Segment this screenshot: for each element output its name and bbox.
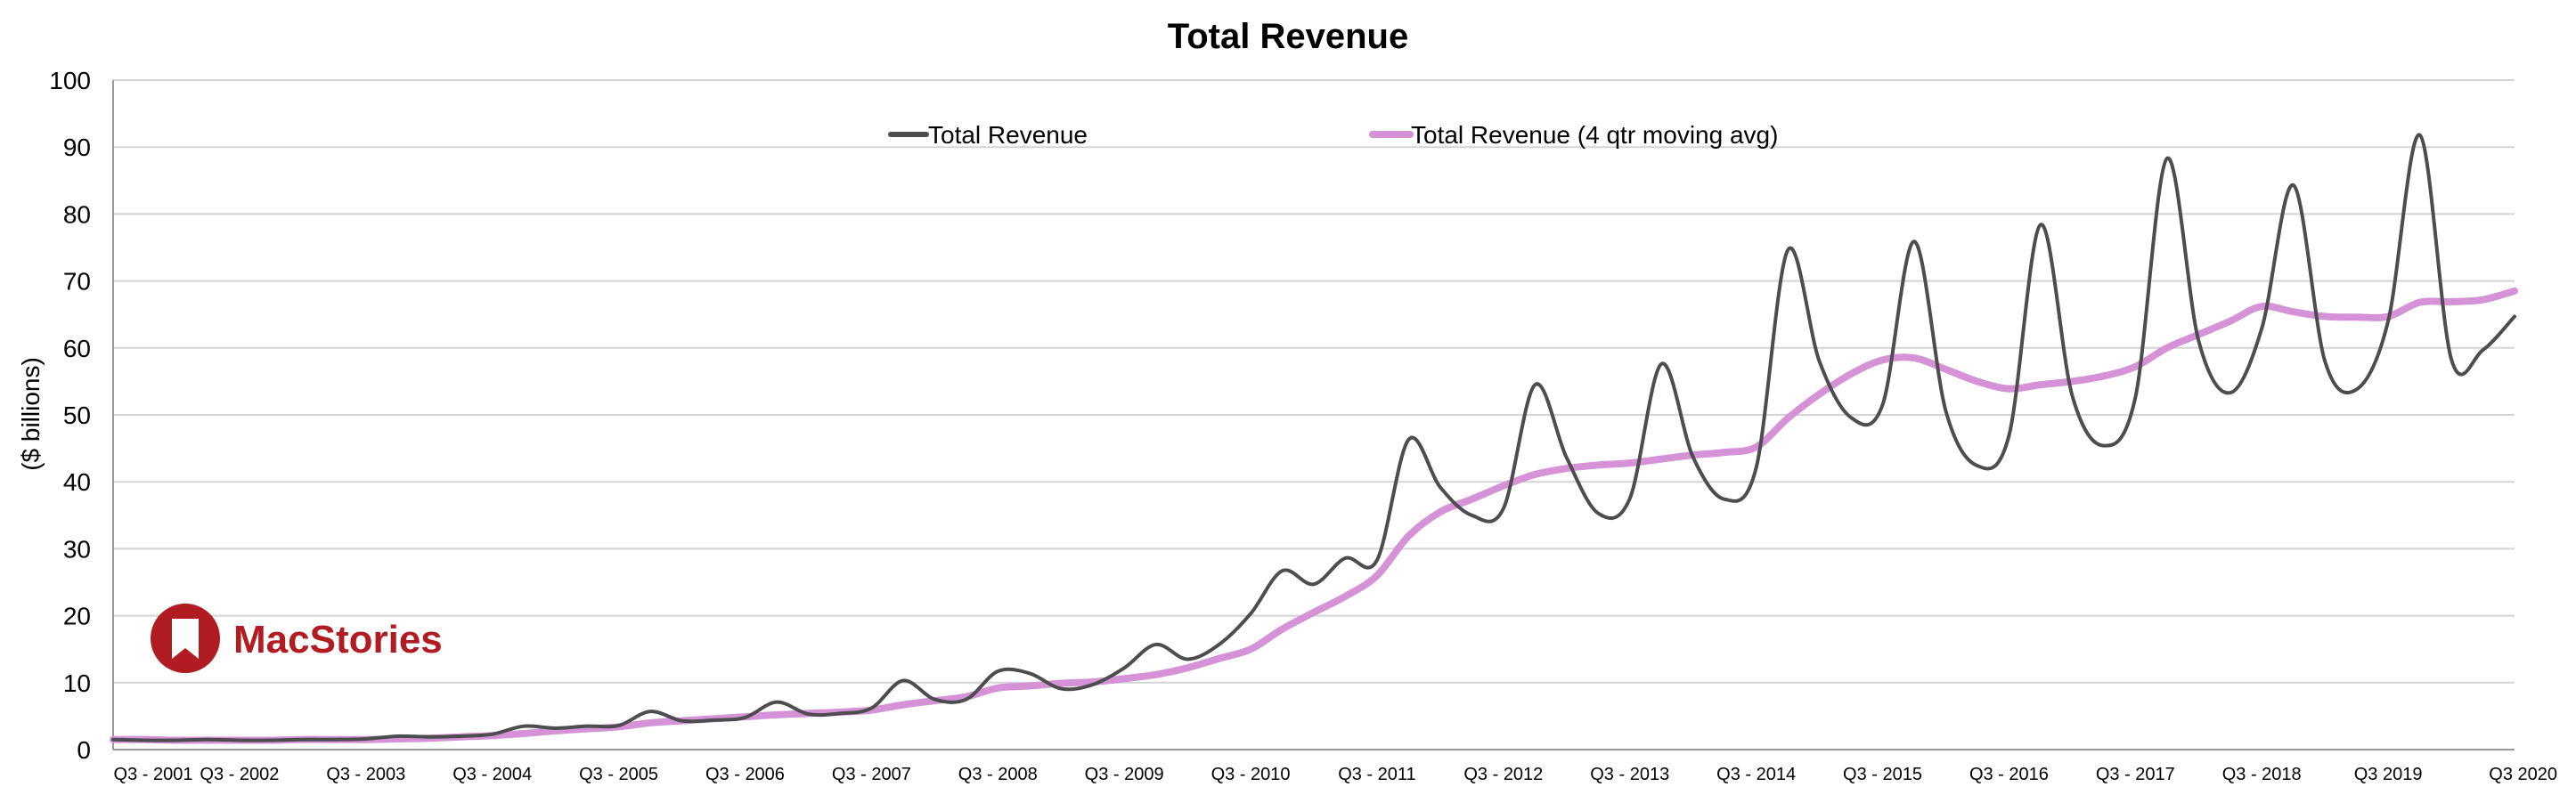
x-tick-label: Q3 - 2006 [705,765,785,784]
x-tick-label: Q3 - 2012 [1463,765,1543,784]
y-axis-label: ($ billions) [17,357,45,471]
x-tick-label: Q3 - 2008 [958,765,1038,784]
y-tick-label: 100 [49,67,91,94]
x-tick-label: Q3 2020 [2489,765,2557,784]
chart-title: Total Revenue [1168,17,1408,56]
logo-text: MacStories [233,618,443,661]
legend-label-moving-avg: Total Revenue (4 qtr moving avg) [1411,121,1778,149]
y-tick-label: 70 [63,268,91,296]
x-tick-label: Q3 - 2003 [326,765,405,784]
x-tick-label: Q3 - 2009 [1085,765,1164,784]
macstories-logo: MacStories [151,604,443,673]
legend-label-total-revenue: Total Revenue [928,121,1088,149]
y-tick-labels: 0 10 20 30 40 50 60 70 80 90 100 [49,67,91,764]
x-tick-label: Q3 - 2004 [452,765,532,784]
x-tick-label: Q3 - 2015 [1843,765,1922,784]
x-tick-label: Q3 - 2017 [2096,765,2175,784]
grid-lines [113,79,2515,750]
series-line-total-revenue [111,133,2516,742]
y-tick-label: 80 [63,200,91,228]
y-tick-label: 60 [63,335,91,362]
y-tick-label: 50 [63,402,91,429]
x-tick-label: Q3 - 2007 [832,765,911,784]
y-tick-label: 40 [63,468,91,496]
x-tick-label: Q3 - 2014 [1716,765,1796,784]
x-tick-label: Q3 - 2010 [1211,765,1291,784]
bookmark-icon [151,604,220,673]
x-tick-label: Q3 - 2002 [200,765,279,784]
x-tick-label: Q3 - 2018 [2222,765,2302,784]
series-line-moving-avg [110,287,2518,744]
axes [112,80,2515,750]
x-tick-label: Q3 - 2013 [1590,765,1669,784]
y-tick-label: 20 [63,603,91,630]
y-tick-label: 90 [63,134,91,161]
y-tick-label: 0 [77,736,91,764]
legend: Total Revenue Total Revenue (4 qtr movin… [888,121,1778,149]
x-tick-label: Q3 2019 [2354,765,2423,784]
y-tick-label: 10 [63,669,91,697]
y-tick-label: 30 [63,535,91,563]
x-tick-label: Q3 - 2005 [579,765,658,784]
x-tick-label: Q3 - 2016 [1969,765,2049,784]
series-lines [110,133,2518,744]
x-tick-label: Q3 - 2001 [114,765,193,784]
x-tick-label: Q3 - 2011 [1338,765,1415,784]
x-tick-labels: Q3 - 2001 Q3 - 2002 Q3 - 2003 Q3 - 2004 Q3 -… [114,765,2557,784]
